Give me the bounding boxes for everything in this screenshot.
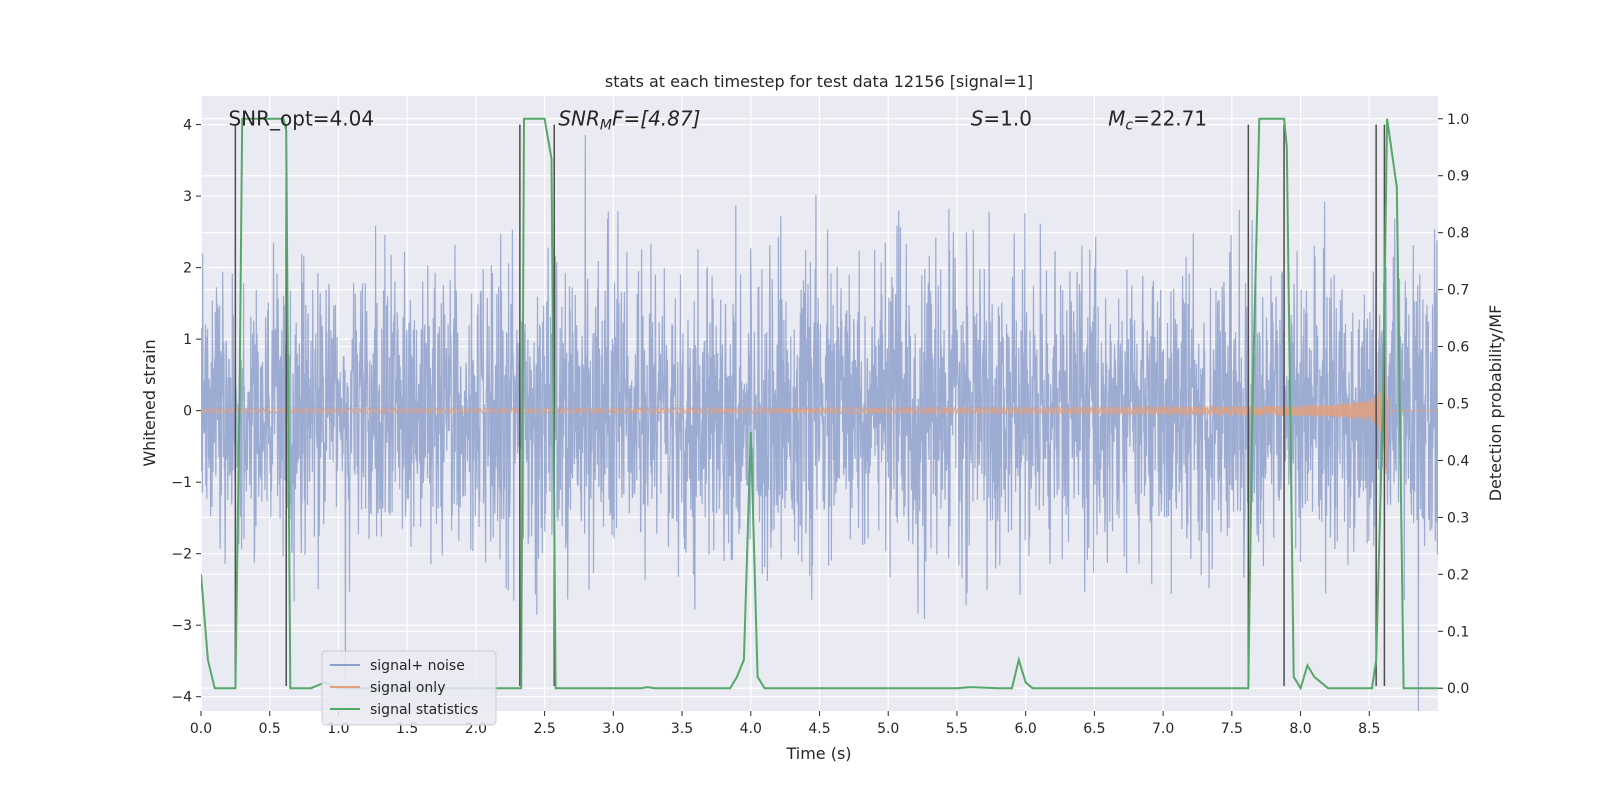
y-axis-ticks: −4 −3 −2 −1 0 1 2 3 4 [171, 118, 201, 706]
y-tick-label: 3 [183, 189, 192, 205]
y2-tick-label: 1.0 [1447, 112, 1469, 128]
series-signal-noise [201, 135, 1438, 711]
plot-layer [201, 117, 1438, 711]
y2-axis-ticks: 0.0 0.1 0.2 0.3 0.4 0.5 0.6 0.7 0.8 0.9 1.0 [1438, 112, 1469, 697]
y2-tick-label: 0.6 [1447, 340, 1469, 356]
x-tick-label: 4.0 [740, 721, 762, 737]
x-tick-label: 0.0 [190, 721, 212, 737]
y-tick-label: 4 [183, 118, 192, 134]
x-axis-label: Time (s) [785, 744, 851, 763]
series-signal-only [201, 354, 1438, 474]
y-tick-label: −4 [171, 690, 192, 706]
x-tick-label: 6.0 [1015, 721, 1037, 737]
x-tick-label: 3.5 [671, 721, 693, 737]
annotation-text: SNR_opt=4.04 [228, 107, 374, 131]
y-tick-label: −3 [171, 618, 192, 634]
legend-box [321, 650, 497, 726]
chart-title: stats at each timestep for test data 121… [605, 72, 1033, 91]
y-tick-label: −1 [171, 475, 192, 491]
x-axis-ticks: 0.0 0.5 1.0 1.5 2.0 2.5 3.0 3.5 4.0 4.5 5.0 5.5 6.0 6… [190, 711, 1380, 737]
y2-tick-label: 0.9 [1447, 169, 1469, 185]
y2-tick-label: 0.8 [1447, 226, 1469, 242]
y-tick-label: 2 [183, 261, 192, 277]
y2-tick-label: 0.7 [1447, 283, 1469, 299]
y2-tick-label: 0.5 [1447, 397, 1469, 413]
legend-label: signal only [370, 680, 445, 696]
x-tick-label: 7.5 [1221, 721, 1243, 737]
x-tick-label: 0.5 [259, 721, 281, 737]
legend: signal+ noise signal only signal statistic… [321, 650, 497, 726]
y2-tick-label: 0.2 [1447, 567, 1469, 583]
x-tick-label: 7.0 [1152, 721, 1174, 737]
annotations: SNR_opt=4.04 SNRMF=[4.87] S=1.0 Mc=22.71 [228, 107, 1207, 134]
x-tick-label: 6.5 [1083, 721, 1105, 737]
x-tick-label: 3.0 [602, 721, 624, 737]
annotation-text: S=1.0 [971, 107, 1032, 131]
annotation-text: SNRMF=[4.87] [558, 107, 700, 134]
y-axis-label: Whitened strain [140, 339, 159, 466]
x-tick-label: 4.5 [808, 721, 830, 737]
y-tick-label: 1 [183, 332, 192, 348]
y2-tick-label: 0.0 [1447, 681, 1469, 697]
x-tick-label: 5.0 [877, 721, 899, 737]
y2-tick-label: 0.1 [1447, 624, 1469, 640]
x-tick-label: 5.5 [946, 721, 968, 737]
y2-tick-label: 0.4 [1447, 453, 1469, 469]
y-tick-label: 0 [183, 404, 192, 420]
y2-tick-label: 0.3 [1447, 510, 1469, 526]
y-tick-label: −2 [171, 547, 192, 563]
x-tick-label: 8.5 [1358, 721, 1380, 737]
y2-axis-label: Detection probability/MF [1486, 305, 1505, 502]
legend-label: signal+ noise [370, 658, 465, 674]
annotation-text: Mc=22.71 [1108, 107, 1207, 134]
legend-label: signal statistics [370, 702, 478, 718]
series-signal-statistics [201, 117, 1438, 691]
x-tick-label: 8.0 [1289, 721, 1311, 737]
x-tick-label: 2.5 [533, 721, 555, 737]
